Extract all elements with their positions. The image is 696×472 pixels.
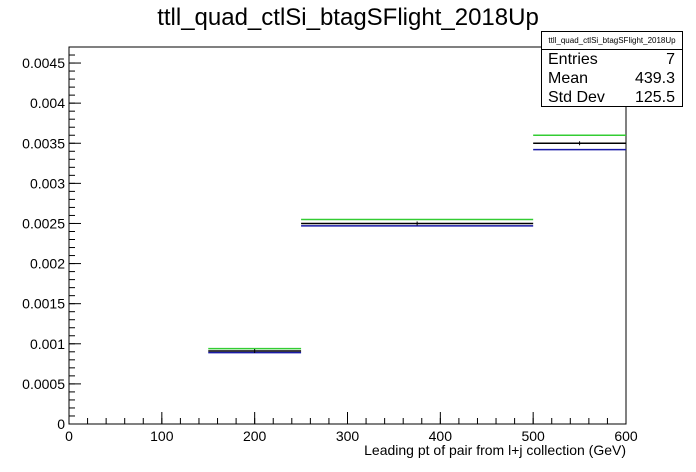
x-tick-label: 200 [243, 428, 267, 444]
stats-label: Entries [548, 51, 598, 68]
x-tick-label: 100 [150, 428, 174, 444]
y-tick-label: 0.001 [30, 336, 65, 352]
x-tick-label: 400 [429, 428, 453, 444]
y-tick-label: 0.0015 [22, 296, 65, 312]
chart-title: ttll_quad_ctlSi_btagSFlight_2018Up [157, 4, 539, 31]
y-tick-label: 0.002 [30, 256, 65, 272]
x-axis-label: Leading pt of pair from l+j collection (… [364, 442, 626, 458]
stats-value: 439.3 [634, 70, 675, 87]
y-tick-label: 0.0005 [22, 376, 65, 392]
stats-value: 125.5 [634, 89, 675, 106]
y-tick-label: 0.0035 [22, 135, 65, 151]
stats-value: 7 [666, 51, 675, 68]
stats-box-title: ttll_quad_ctlSi_btagSFlight_2018Up [542, 32, 682, 50]
y-tick-label: 0.0025 [22, 215, 65, 231]
x-tick-label: 600 [614, 428, 638, 444]
stats-label: Std Dev [548, 89, 605, 106]
y-tick-label: 0.004 [30, 95, 65, 111]
y-tick-label: 0.003 [30, 175, 65, 191]
stats-row-stddev: Std Dev 125.5 [542, 88, 682, 107]
x-tick-label: 500 [521, 428, 545, 444]
stats-label: Mean [548, 70, 589, 87]
x-tick-label: 0 [65, 428, 73, 444]
stats-row-entries: Entries 7 [542, 50, 682, 69]
y-tick-label: 0 [57, 416, 65, 432]
stats-row-mean: Mean 439.3 [542, 69, 682, 88]
x-tick-label: 300 [336, 428, 360, 444]
y-tick-label: 0.0045 [22, 55, 65, 71]
stats-box: ttll_quad_ctlSi_btagSFlight_2018Up Entri… [541, 31, 683, 107]
